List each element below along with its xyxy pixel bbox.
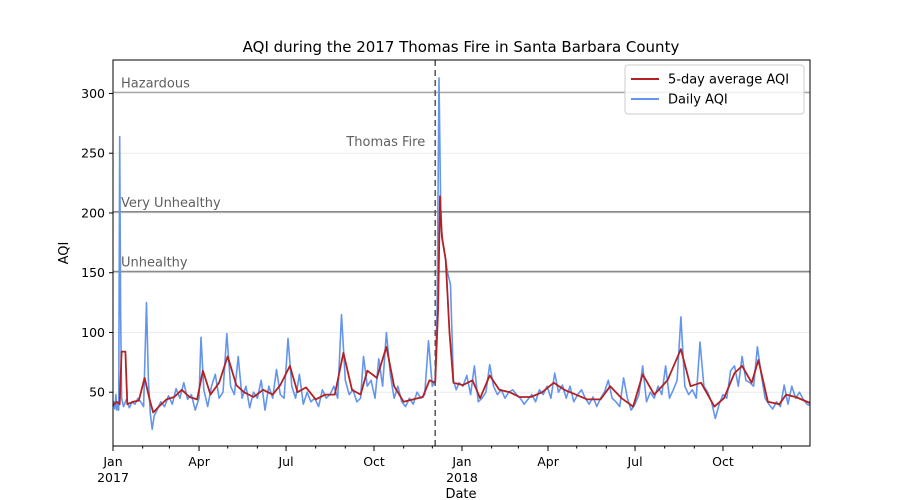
x-tick-label: Apr [188,454,210,469]
thomas-fire-marker: Thomas Fire [345,60,436,446]
y-tick-label: 100 [81,325,105,340]
daily-aqi-series [112,77,811,431]
y-gridlines [113,92,810,393]
x-tick-label: Jan [451,454,471,469]
y-tick-label: 200 [81,205,105,220]
chart-title: AQI during the 2017 Thomas Fire in Santa… [243,38,680,56]
legend-box [624,64,805,115]
x-tick-label: Oct [712,454,734,469]
y-tick-label: 50 [89,385,105,400]
x-tick-label: Jul [626,454,642,469]
legend-label: Daily AQI [668,93,728,108]
threshold-label: Very Unhealthy [121,196,221,211]
legend-label: 5-day average AQI [668,73,789,88]
threshold-label: Hazardous [121,76,190,91]
x-tick-year: 2018 [446,470,478,485]
x-tick-label: Apr [537,454,559,469]
y-tick-label: 150 [81,265,105,280]
x-tick-label: Oct [363,454,385,469]
legend: 5-day average AQI Daily AQI [624,64,805,115]
x-tick-label: Jan [102,454,122,469]
threshold-label: Unhealthy [121,256,188,271]
series-line [112,77,811,431]
y-tick-label: 300 [81,86,105,101]
y-axis-label: AQI [57,242,72,265]
y-tick-label: 250 [81,146,105,161]
event-label: Thomas Fire [345,135,425,150]
five-day-average-series [112,195,811,414]
aqi-threshold-lines: Hazardous Very Unhealthy Unhealthy [113,76,810,273]
series-line [112,195,811,414]
x-axis-label: Date [445,487,476,500]
x-tick-label: Jul [278,454,294,469]
x-tick-year: 2017 [97,470,129,485]
